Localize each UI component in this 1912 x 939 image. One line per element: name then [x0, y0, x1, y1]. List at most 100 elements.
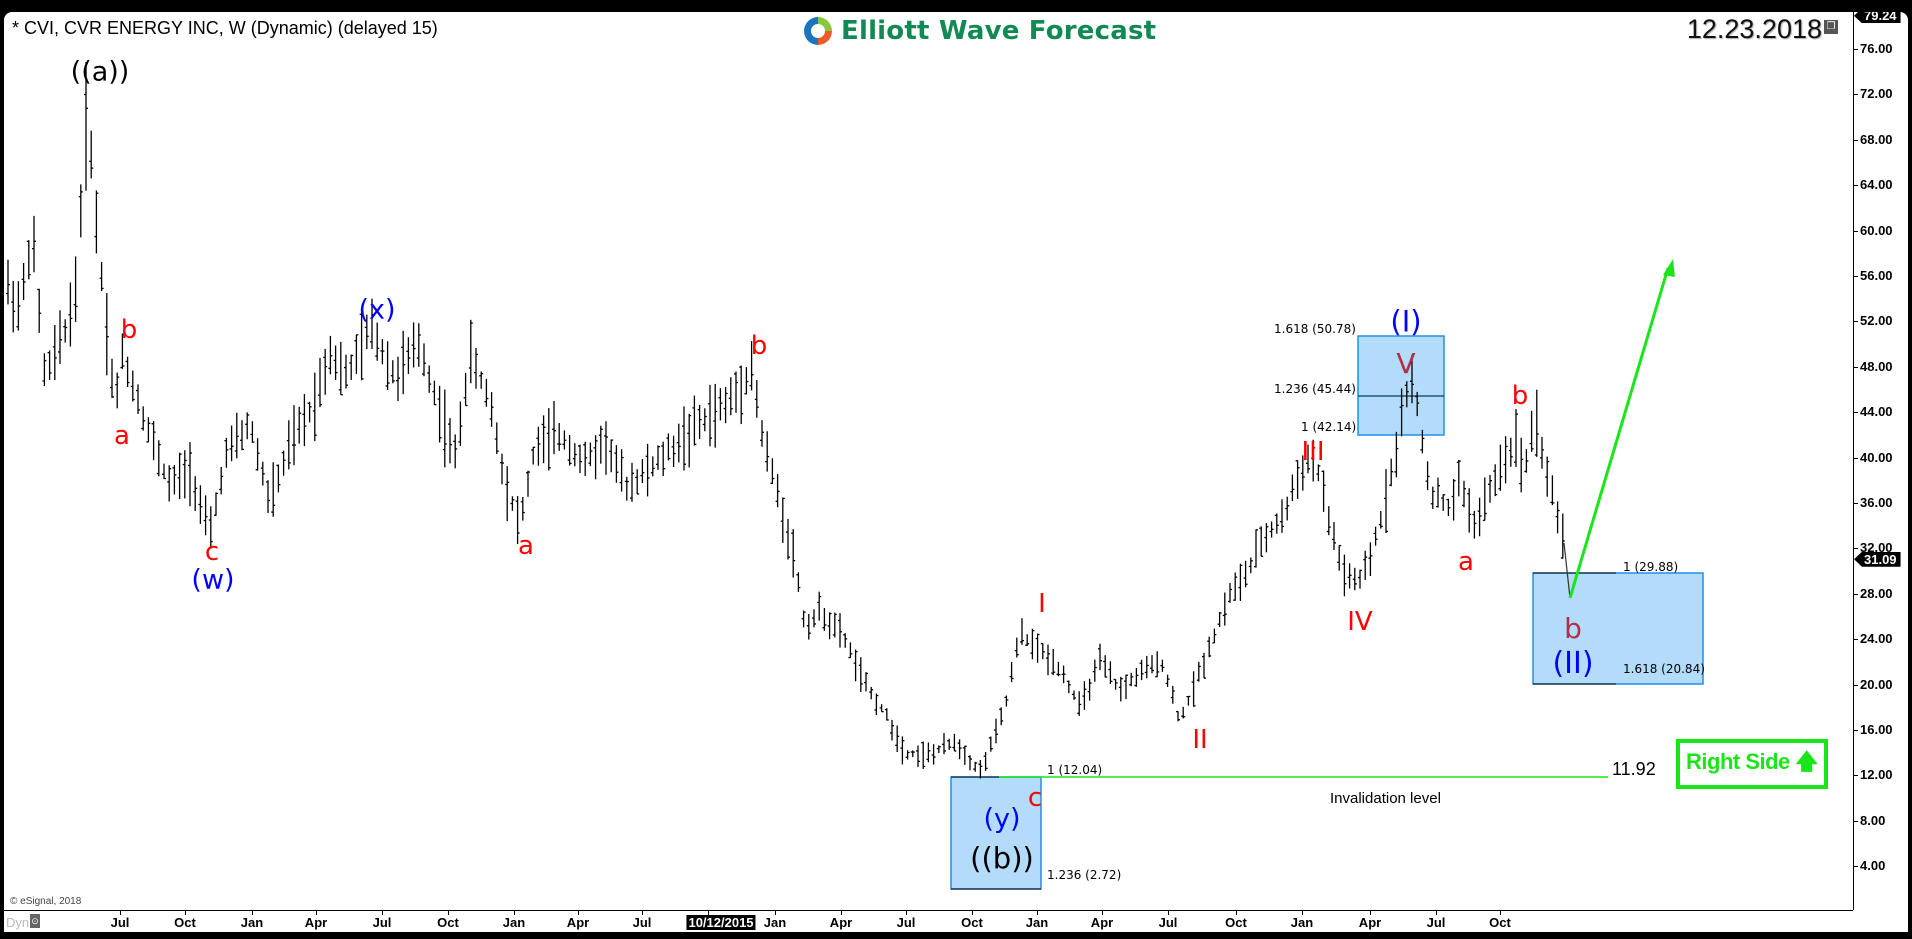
wave-label-w: (w) — [191, 564, 235, 596]
y-tick-mark — [1854, 820, 1858, 822]
y-tick-mark — [1854, 775, 1858, 777]
x-tick-mark — [514, 911, 515, 915]
invalidation-value: 11.92 — [1612, 759, 1656, 779]
wave-label-x: (x) — [358, 294, 396, 326]
price-chart-canvas — [6, 62, 1704, 890]
y-tick-label: 8.00 — [1860, 812, 1886, 828]
y-tick-mark — [1854, 548, 1858, 550]
wave-label-I-small: I — [1038, 589, 1046, 619]
x-tick-label: Jul — [896, 915, 916, 930]
y-tick-mark — [1854, 503, 1858, 504]
time-axis[interactable]: Dyn ⊙ Jul Oct Jan Apr Jul Oct Jan Apr Jul Oct 10/1… — [4, 910, 1853, 932]
y-tick-label: 48.00 — [1860, 358, 1893, 374]
fib-label-box2-bottom: 1 (42.14) — [1301, 420, 1357, 434]
arrow-up-icon: 🡅 — [1789, 749, 1818, 774]
x-tick-mark — [578, 911, 579, 915]
x-tick-mark — [382, 911, 383, 915]
unlock-icon[interactable]: ⊙ — [30, 914, 40, 928]
y-tick-label: 40.00 — [1860, 449, 1893, 465]
x-tick-label: Jul — [110, 915, 130, 930]
fib-label-box2-top: 1.618 (50.78) — [1274, 322, 1356, 336]
y-tick-label: 68.00 — [1860, 131, 1893, 147]
x-tick-mark — [906, 911, 907, 915]
y-tick-label: 32.00 — [1860, 540, 1893, 556]
x-tick-mark — [1370, 911, 1371, 915]
x-tick-label: Apr — [829, 915, 853, 930]
y-tick-mark — [1854, 684, 1858, 686]
price-bars — [6, 62, 1565, 779]
y-tick-mark — [1854, 639, 1858, 641]
fib-label-box1-top: 1 (12.04) — [1047, 763, 1103, 777]
target-box-wave-II-low — [1532, 572, 1704, 685]
projection-arrow-up — [1568, 267, 1670, 599]
y-tick-label: 16.00 — [1860, 722, 1893, 737]
y-tick-label: 64.00 — [1860, 177, 1893, 193]
x-tick-mark — [1500, 911, 1501, 915]
wave-label-II-small: II — [1192, 725, 1208, 755]
right-side-badge: Right Side 🡅 — [1676, 739, 1828, 789]
chart-window: * CVI, CVR ENERGY INC, W (Dynamic) (dela… — [4, 12, 1908, 932]
wave-label-b1: b — [120, 315, 138, 345]
price-axis[interactable]: 76.00 72.00 68.00 64.00 60.00 56.00 52.00 48.00… — [1853, 12, 1908, 910]
x-tick-mark — [972, 911, 973, 915]
x-tick-mark — [120, 911, 121, 915]
wave-label-a3: a — [1458, 547, 1474, 577]
fib-label-box3-bottom: 1.618 (20.84) — [1623, 662, 1705, 676]
y-tick-mark — [1854, 730, 1858, 731]
y-tick-label: 4.00 — [1860, 858, 1886, 874]
x-tick-label: Jan — [1290, 915, 1314, 930]
x-tick-label: Apr — [566, 915, 590, 930]
y-tick-label: 20.00 — [1860, 676, 1893, 692]
x-tick-label: Oct — [174, 915, 196, 930]
x-tick-label: Jan — [763, 915, 787, 930]
y-tick-label: 36.00 — [1860, 495, 1893, 510]
wave-label-bb: ((b)) — [970, 841, 1034, 876]
projection-line-down — [1563, 542, 1571, 599]
wave-label-b4: b — [1564, 612, 1582, 645]
invalidation-label: Invalidation level — [1330, 790, 1441, 807]
wave-label-III-small: III — [1301, 437, 1325, 467]
x-tick-mark — [185, 911, 186, 915]
x-tick-label: Jan — [240, 915, 264, 930]
x-tick-label: Apr — [1090, 915, 1114, 930]
window-restore-icon[interactable]: ❐ — [1824, 20, 1838, 34]
y-tick-mark — [1854, 49, 1858, 50]
x-tick-mark — [252, 911, 253, 915]
x-tick-label: Oct — [437, 915, 459, 930]
x-tick-label: Jul — [1426, 915, 1446, 930]
y-tick-mark — [1854, 230, 1858, 232]
x-tick-label: Oct — [961, 915, 983, 930]
x-tick-label: Jul — [1158, 915, 1178, 930]
y-tick-label: 60.00 — [1860, 222, 1893, 238]
y-tick-mark — [1854, 139, 1858, 141]
y-tick-label: 76.00 — [1860, 41, 1893, 56]
x-tick-label: Apr — [1358, 915, 1382, 930]
fib-label-box1-bottom: 1.236 (2.72) — [1047, 868, 1122, 882]
target-box-wave-b-low — [950, 776, 1042, 890]
copyright: © eSignal, 2018 — [10, 896, 82, 907]
x-tick-mark — [316, 911, 317, 915]
y-tick-mark — [1854, 866, 1858, 868]
x-tick-mark — [708, 911, 709, 915]
y-tick-label: 52.00 — [1860, 313, 1893, 329]
x-tick-mark — [1436, 911, 1437, 915]
wave-label-a1: a — [114, 421, 130, 451]
fib-label-box2-mid: 1.236 (45.44) — [1274, 382, 1356, 396]
y-tick-mark — [1854, 457, 1858, 459]
x-tick-mark — [1302, 911, 1303, 915]
x-tick-mark — [1102, 911, 1103, 915]
wave-label-b2: b — [750, 331, 768, 361]
wave-label-wave-I: (I) — [1390, 304, 1422, 339]
x-tick-label: Jan — [1025, 915, 1049, 930]
dyn-label[interactable]: Dyn — [6, 915, 30, 930]
wave-label-aa: ((a)) — [70, 56, 130, 88]
x-tick-label: Apr — [304, 915, 328, 930]
wave-label-IV-small: IV — [1347, 607, 1373, 637]
chart-date: 12.23.2018 — [1686, 14, 1822, 44]
y-tick-label: 72.00 — [1860, 86, 1893, 102]
y-tick-label: 12.00 — [1860, 767, 1893, 783]
y-tick-mark — [1854, 412, 1858, 414]
y-tick-mark — [1854, 593, 1858, 595]
y-tick-label: 28.00 — [1860, 585, 1893, 601]
logo: Elliott Wave Forecast — [801, 14, 1156, 48]
